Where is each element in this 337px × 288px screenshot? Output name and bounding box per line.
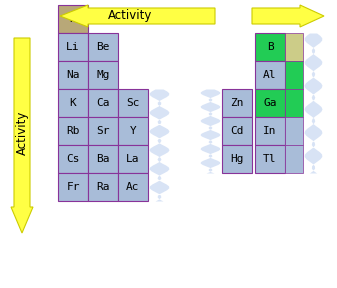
Text: Ac: Ac: [126, 182, 140, 192]
Text: H: H: [70, 14, 76, 24]
Bar: [255, 61, 285, 89]
Bar: [88, 89, 118, 117]
Text: Activity: Activity: [108, 10, 152, 22]
Text: Ba: Ba: [96, 154, 110, 164]
FancyArrow shape: [60, 5, 215, 27]
Text: Activity: Activity: [16, 111, 29, 155]
Bar: [255, 89, 285, 117]
Bar: [58, 33, 88, 61]
Bar: [58, 61, 88, 89]
Text: Ra: Ra: [96, 182, 110, 192]
Bar: [285, 117, 303, 145]
Text: La: La: [126, 154, 140, 164]
Text: Sc: Sc: [126, 98, 140, 108]
Bar: [58, 145, 88, 173]
Bar: [255, 33, 285, 61]
Text: Sr: Sr: [96, 126, 110, 136]
Text: Ga: Ga: [263, 98, 277, 108]
Bar: [58, 89, 88, 117]
Bar: [118, 173, 148, 201]
Bar: [222, 145, 252, 173]
Text: Ca: Ca: [96, 98, 110, 108]
Text: B: B: [267, 42, 273, 52]
Text: Y: Y: [130, 126, 136, 136]
Bar: [222, 117, 252, 145]
Bar: [88, 145, 118, 173]
Bar: [118, 145, 148, 173]
Bar: [88, 61, 118, 89]
Text: Fr: Fr: [66, 182, 80, 192]
Text: Rb: Rb: [66, 126, 80, 136]
Text: Hg: Hg: [230, 154, 244, 164]
Text: Be: Be: [96, 42, 110, 52]
FancyArrow shape: [252, 5, 324, 27]
Bar: [285, 145, 303, 173]
FancyArrow shape: [11, 38, 33, 233]
Text: Li: Li: [66, 42, 80, 52]
Text: Tl: Tl: [263, 154, 277, 164]
Bar: [255, 117, 285, 145]
Bar: [118, 89, 148, 117]
Bar: [285, 61, 303, 89]
Bar: [285, 33, 303, 61]
Bar: [255, 145, 285, 173]
Bar: [58, 5, 88, 33]
Bar: [88, 173, 118, 201]
Text: Al: Al: [263, 70, 277, 80]
Text: K: K: [70, 98, 76, 108]
Bar: [118, 117, 148, 145]
Text: Cd: Cd: [230, 126, 244, 136]
Text: Mg: Mg: [96, 70, 110, 80]
Text: Cs: Cs: [66, 154, 80, 164]
Text: In: In: [263, 126, 277, 136]
Text: Na: Na: [66, 70, 80, 80]
Bar: [58, 173, 88, 201]
Bar: [222, 89, 252, 117]
Bar: [88, 117, 118, 145]
Bar: [88, 33, 118, 61]
Bar: [58, 117, 88, 145]
Bar: [285, 89, 303, 117]
Text: Zn: Zn: [230, 98, 244, 108]
